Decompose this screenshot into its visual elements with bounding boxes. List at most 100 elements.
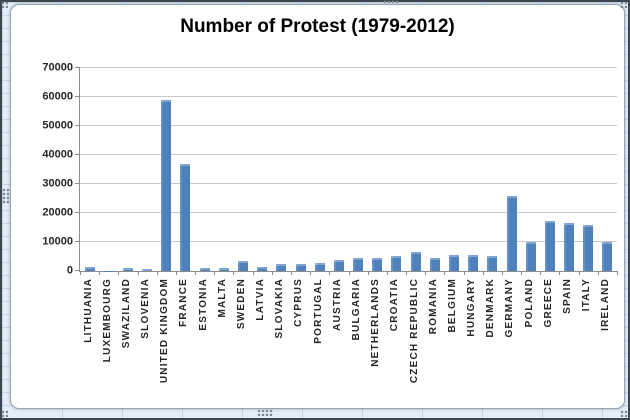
bar[interactable] (602, 242, 613, 271)
bar[interactable] (468, 254, 479, 271)
x-axis-category: SWEDEN (232, 278, 251, 406)
x-axis-label[interactable]: ROMANIA (427, 278, 439, 335)
x-axis-label[interactable]: FRANCE (178, 278, 190, 327)
y-axis-label[interactable]: 20000 (42, 206, 73, 219)
x-axis-category: LUXEMBOURG (98, 278, 117, 406)
x-tick-mark (252, 271, 254, 275)
selection-handle-corner-bottom-left[interactable] (1, 410, 8, 417)
x-axis-label[interactable]: SWAZILAND (120, 278, 132, 349)
x-axis-label[interactable]: UNITED KINGDOM (159, 278, 171, 384)
x-axis-label[interactable]: SPAIN (561, 278, 573, 314)
x-axis-label[interactable]: ITALY (581, 278, 593, 312)
bar[interactable] (161, 99, 172, 271)
gridline (80, 125, 617, 126)
y-axis-label[interactable]: 70000 (42, 61, 73, 74)
y-axis-label[interactable]: 60000 (42, 90, 73, 103)
chart-title[interactable]: Number of Protest (1979-2012) (180, 16, 455, 37)
bar[interactable] (506, 195, 517, 271)
x-axis-label[interactable]: LITHUANIA (82, 278, 94, 343)
x-axis-label[interactable]: IRELAND (600, 278, 612, 331)
selection-handle-corner-top-left[interactable] (1, 1, 8, 8)
bar[interactable] (448, 255, 459, 271)
y-tick-mark (75, 96, 80, 97)
x-axis-label[interactable]: CZECH REPUBLIC (408, 278, 420, 384)
x-axis-label[interactable]: CROATIA (389, 278, 401, 332)
bar[interactable] (199, 267, 210, 271)
selection-handle-bottom[interactable] (257, 409, 273, 416)
x-axis-label[interactable]: GERMANY (504, 278, 516, 338)
bar[interactable] (122, 267, 133, 271)
bar[interactable] (84, 267, 95, 271)
selection-handle-corner-bottom-right[interactable] (620, 410, 627, 417)
y-axis-label[interactable]: 0 (66, 264, 73, 277)
x-tick-mark (329, 271, 331, 275)
bar[interactable] (410, 251, 421, 271)
x-tick-mark (118, 271, 120, 275)
bar[interactable] (583, 224, 594, 271)
bar[interactable] (564, 222, 575, 271)
x-axis-label[interactable]: SLOVENIA (140, 278, 152, 339)
x-tick-mark (156, 271, 158, 275)
x-axis-label[interactable]: BELGIUM (446, 278, 458, 333)
x-axis-category: DENMARK (482, 278, 501, 406)
x-tick-mark (617, 271, 618, 275)
x-axis-category: CZECH REPUBLIC (405, 278, 424, 406)
y-tick-mark (75, 67, 80, 68)
bar[interactable] (295, 263, 306, 271)
bar[interactable] (372, 257, 383, 271)
x-axis-label[interactable]: AUSTRIA (331, 278, 343, 331)
x-axis-label[interactable]: SWEDEN (235, 278, 247, 330)
x-axis-label[interactable]: POLAND (523, 278, 535, 328)
x-axis-label[interactable]: CYPRUS (293, 278, 305, 327)
y-axis-label[interactable]: 10000 (42, 235, 73, 248)
bar[interactable] (276, 264, 287, 271)
bar[interactable] (238, 260, 249, 271)
y-axis-label[interactable]: 30000 (42, 177, 73, 190)
chart-object[interactable]: Number of Protest (1979-2012) 0 10000 2000… (10, 4, 625, 409)
x-axis-label[interactable]: NETHERLANDS (370, 278, 382, 367)
x-tick-mark (444, 271, 446, 275)
x-tick-mark (290, 271, 292, 275)
bar[interactable] (180, 163, 191, 271)
y-axis-label[interactable]: 40000 (42, 148, 73, 161)
bar[interactable] (525, 242, 536, 271)
y-axis: 0 10000 20000 30000 40000 50000 60000 70000 (25, 62, 73, 276)
x-axis-label[interactable]: PORTUGAL (312, 278, 324, 344)
bar[interactable] (314, 262, 325, 271)
x-axis-label[interactable]: BULGARIA (350, 278, 362, 341)
x-axis-label[interactable]: MALTA (216, 278, 228, 318)
x-axis-label[interactable]: HUNGARY (466, 278, 478, 337)
x-axis-category: AUSTRIA (328, 278, 347, 406)
x-axis-category: GREECE (539, 278, 558, 406)
bar[interactable] (333, 259, 344, 271)
bar[interactable] (353, 257, 364, 271)
x-axis: LITHUANIA LUXEMBOURG SWAZILAND SLOVENIA UNIT… (79, 278, 616, 406)
bar[interactable] (142, 268, 153, 271)
selection-handle-top[interactable] (383, 0, 399, 4)
x-tick-mark (137, 271, 139, 275)
bar[interactable] (391, 256, 402, 271)
x-tick-mark (540, 271, 542, 275)
x-axis-label[interactable]: DENMARK (485, 278, 497, 338)
x-axis-category: NETHERLANDS (367, 278, 386, 406)
x-axis-category: CROATIA (386, 278, 405, 406)
y-axis-label[interactable]: 50000 (42, 119, 73, 132)
bar[interactable] (218, 268, 229, 271)
x-axis-label[interactable]: LATVIA (255, 278, 267, 321)
bar[interactable] (257, 266, 268, 271)
x-axis-category: ROMANIA (424, 278, 443, 406)
selection-handle-corner-top-right[interactable] (620, 1, 627, 8)
selection-handle-left[interactable] (2, 188, 9, 204)
x-axis-label[interactable]: SLOVAKIA (274, 278, 286, 339)
gridline (80, 154, 617, 155)
x-axis-category: CYPRUS (290, 278, 309, 406)
x-axis-label[interactable]: ESTONIA (197, 278, 209, 331)
x-tick-mark (578, 271, 580, 275)
x-axis-category: UNITED KINGDOM (156, 278, 175, 406)
bar[interactable] (487, 255, 498, 271)
plot-area[interactable] (75, 67, 618, 275)
bar[interactable] (544, 220, 555, 271)
x-axis-label[interactable]: GREECE (542, 278, 554, 328)
x-axis-label[interactable]: LUXEMBOURG (101, 278, 113, 363)
bar[interactable] (429, 257, 440, 271)
